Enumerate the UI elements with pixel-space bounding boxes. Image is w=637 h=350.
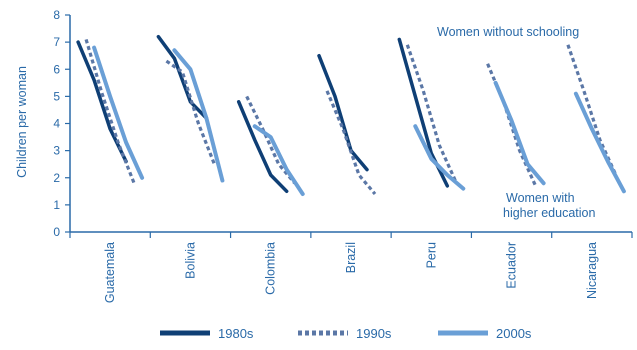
category-label: Ecuador <box>505 242 519 289</box>
series-line-1980s-bolivia <box>156 34 209 120</box>
annotation-higher-ed-line2: higher education <box>503 206 595 220</box>
y-tick-label: 1 <box>53 198 60 212</box>
annotation-higher-ed-line1: Women with <box>506 191 575 205</box>
annotation-no-schooling: Women without schooling <box>437 25 579 39</box>
y-tick-label: 0 <box>53 225 60 239</box>
y-ticks: 0 1 2 3 4 5 6 7 8 <box>53 8 70 239</box>
series-line-2000s-peru <box>413 124 466 191</box>
legend-label-2000s: 2000s <box>496 326 532 341</box>
category-labels: Guatemala Bolivia Colombia Brazil Peru Ecuado… <box>103 242 599 303</box>
legend-label-1990s: 1990s <box>356 326 392 341</box>
series-line-1990s-colombia <box>245 95 296 185</box>
category-label: Guatemala <box>103 242 117 303</box>
series-line-1990s-guatemala <box>84 38 136 184</box>
series-line-2000s-guatemala <box>92 45 145 180</box>
y-tick-label: 6 <box>53 62 60 76</box>
legend-label-1980s: 1980s <box>218 326 254 341</box>
series-line-1980s-guatemala <box>76 40 128 164</box>
category-label: Peru <box>424 242 438 268</box>
series-line-2000s-colombia <box>252 124 305 196</box>
category-label: Brazil <box>344 242 358 273</box>
category-label: Nicaragua <box>585 242 599 299</box>
series-line-2000s-nicaragua <box>573 91 626 194</box>
series-line-1980s-brazil <box>317 53 369 172</box>
series-line-1990s-bolivia <box>165 59 216 165</box>
y-tick-label: 7 <box>53 35 60 49</box>
y-tick-label: 5 <box>53 89 60 103</box>
y-axis-label: Children per woman <box>15 66 29 178</box>
series-line-2000s-ecuador <box>493 80 546 186</box>
y-tick-label: 3 <box>53 144 60 158</box>
series-line-1980s-colombia <box>236 100 289 194</box>
category-label: Bolivia <box>183 242 197 279</box>
series-line-1990s-peru <box>405 44 457 182</box>
series-line-1990s-nicaragua <box>566 44 618 176</box>
y-tick-label: 2 <box>53 171 60 185</box>
series-lines <box>76 34 626 196</box>
legend: 1980s 1990s 2000s <box>160 326 532 341</box>
series-line-1990s-brazil <box>325 90 377 196</box>
series-line-2000s-bolivia <box>172 48 225 183</box>
category-label: Colombia <box>264 242 278 295</box>
y-tick-label: 8 <box>53 8 60 22</box>
y-tick-label: 4 <box>53 117 60 131</box>
series-line-1980s-peru <box>397 37 450 188</box>
